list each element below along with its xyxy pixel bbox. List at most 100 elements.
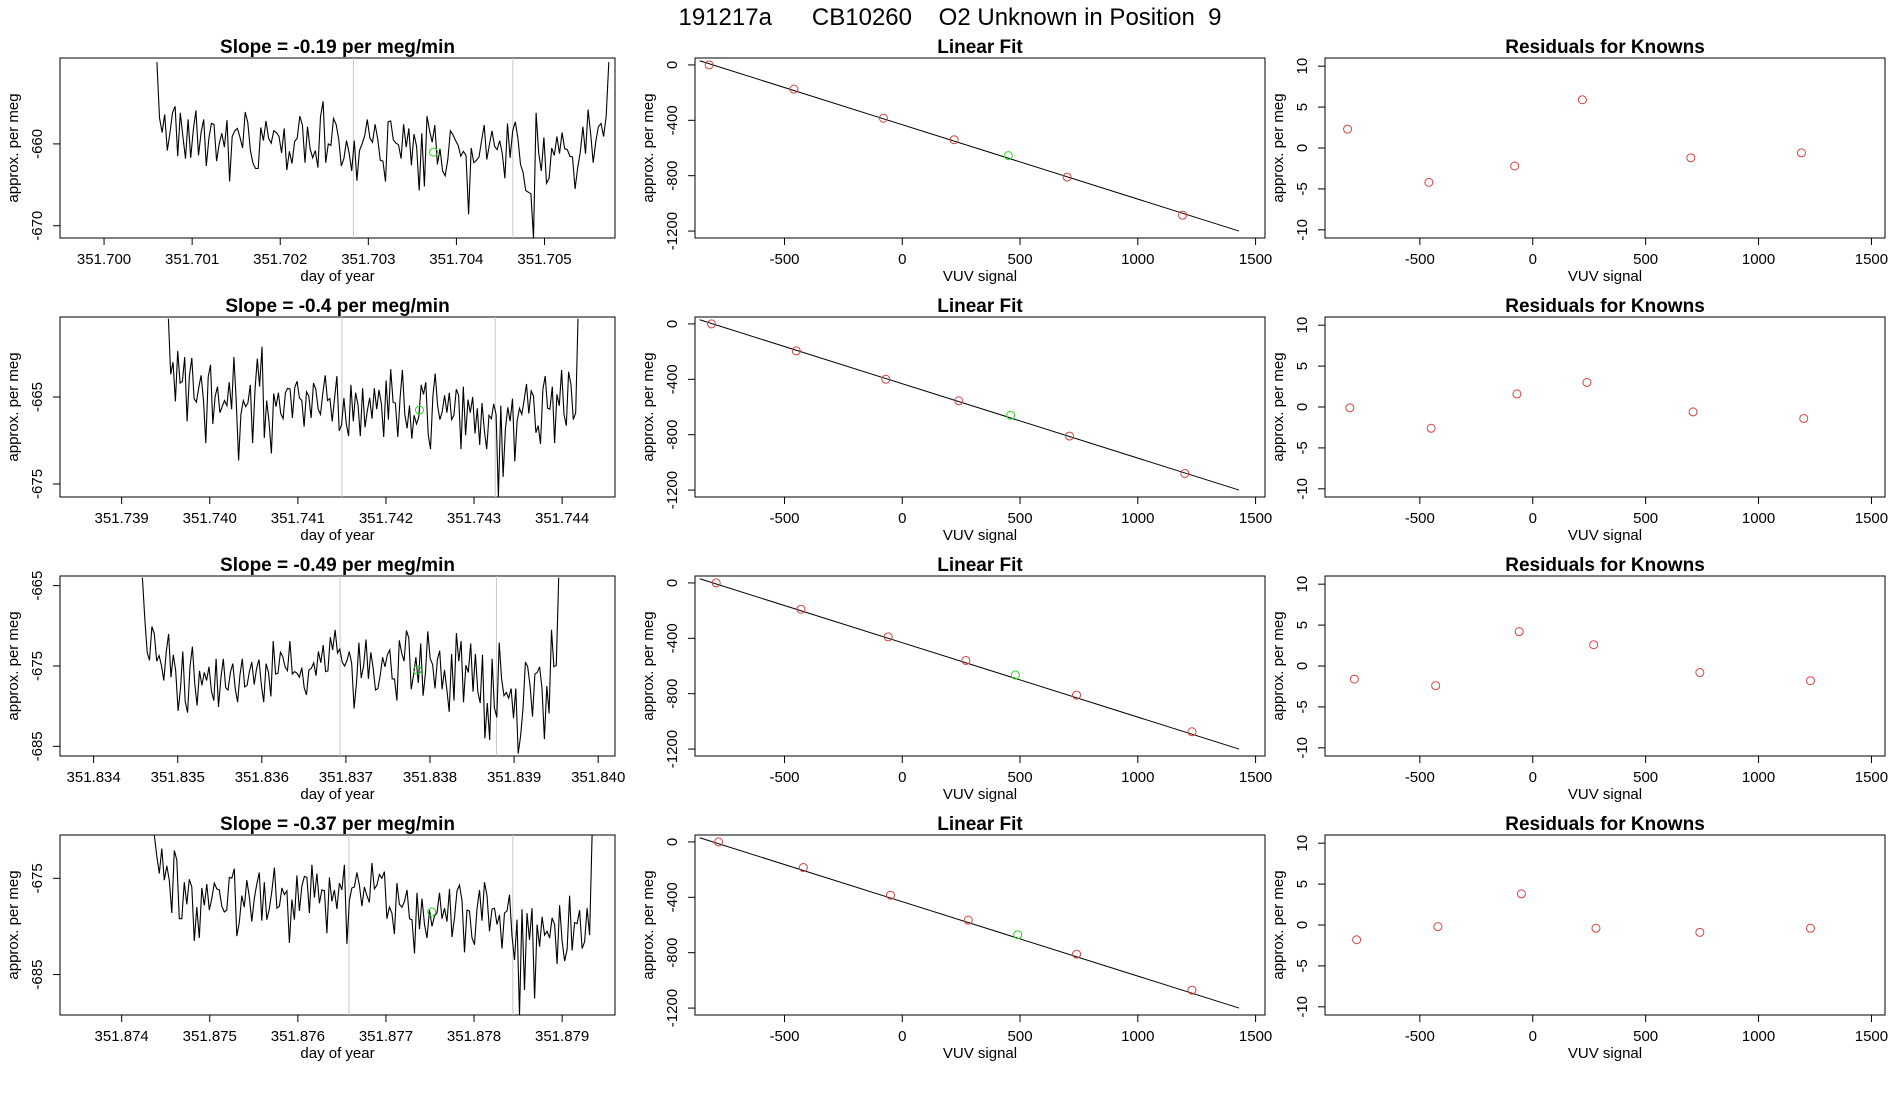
- x-tick-label: 351.744: [535, 510, 589, 527]
- known-point: [1187, 727, 1197, 737]
- x-axis: -500 0 500 1000 1500: [1405, 238, 1888, 268]
- x-tick-label: 500: [1008, 510, 1033, 527]
- plot-area: [1343, 95, 1806, 187]
- plot-area: [699, 578, 1240, 750]
- x-tick-label: 351.836: [235, 769, 289, 786]
- residual-point: [1577, 95, 1587, 105]
- y-tick-label: 0: [664, 61, 681, 69]
- residual-point: [1796, 148, 1806, 158]
- y-tick-label: 10: [1294, 835, 1311, 852]
- y-tick-label: 10: [1294, 576, 1311, 593]
- unknown-point: [1006, 410, 1016, 420]
- plot-area: [141, 576, 560, 756]
- x-axis: -500 0 500 1000 1500: [1405, 497, 1888, 527]
- x-tick-label: 1500: [1855, 769, 1888, 786]
- y-tick-label: -400: [664, 105, 681, 135]
- y-axis: 10 5 0 -5 -10: [1294, 317, 1325, 500]
- y-axis: -670 -660: [29, 129, 60, 241]
- y-tick-label: -675: [29, 863, 46, 893]
- known-point: [1065, 431, 1075, 441]
- y-tick-label: -800: [664, 679, 681, 709]
- y-tick-label: -800: [664, 420, 681, 450]
- x-axis-label: VUV signal: [943, 1045, 1017, 1062]
- y-tick-label: -1200: [664, 989, 681, 1027]
- y-tick-label: -1200: [664, 730, 681, 768]
- x-tick-label: 0: [898, 1028, 906, 1045]
- x-tick-label: 351.876: [271, 1028, 325, 1045]
- fit-line: [699, 60, 1240, 232]
- y-tick-label: -400: [664, 364, 681, 394]
- x-tick-label: 0: [898, 510, 906, 527]
- x-tick-label: 0: [1529, 510, 1537, 527]
- x-tick-label: -500: [1405, 251, 1435, 268]
- chart-panel-9: Residuals for Knowns -500 0 500 1000 1500 VUV …: [1270, 555, 1888, 803]
- known-point: [714, 837, 724, 847]
- residual-point: [1345, 403, 1355, 413]
- y-tick-label: -5: [1294, 182, 1311, 195]
- y-tick-label: 0: [1294, 662, 1311, 670]
- x-tick-label: 351.741: [271, 510, 325, 527]
- y-tick-label: -10: [1294, 219, 1311, 241]
- x-tick-label: 1000: [1742, 510, 1775, 527]
- chart-panel-6: Residuals for Knowns -500 0 500 1000 1500 VUV …: [1270, 296, 1888, 544]
- known-point: [949, 135, 959, 145]
- residual-point: [1686, 153, 1696, 163]
- plot-area: [1345, 377, 1809, 433]
- y-tick-label: -665: [29, 571, 46, 601]
- y-axis-label: approx. per meg: [640, 870, 657, 979]
- x-axis: 351.700 351.701 351.702 351.703 351.704 351.7…: [77, 238, 572, 268]
- plot-frame: [59, 575, 616, 757]
- y-axis-label: approx. per meg: [640, 352, 657, 461]
- plot-area: [153, 835, 593, 1015]
- y-axis: 0 -400 -800 -1200: [664, 838, 695, 1027]
- y-tick-label: 0: [664, 838, 681, 846]
- chart-panel-5: Linear Fit -500 0 500 1000 1500 VUV signal 0 -40…: [640, 296, 1272, 544]
- known-point: [789, 84, 799, 94]
- x-tick-label: 1500: [1855, 510, 1888, 527]
- residual-point: [1349, 674, 1359, 684]
- x-axis-label: VUV signal: [943, 527, 1017, 544]
- x-axis: -500 0 500 1000 1500: [769, 756, 1272, 786]
- known-point: [883, 632, 893, 642]
- fit-line: [699, 319, 1240, 491]
- x-tick-label: -500: [1405, 1028, 1435, 1045]
- unknown-mean-point: [429, 147, 439, 157]
- x-tick-label: 500: [1008, 1028, 1033, 1045]
- x-tick-label: 351.877: [359, 1028, 413, 1045]
- y-tick-label: 5: [1294, 621, 1311, 629]
- panel-title: Linear Fit: [937, 555, 1023, 576]
- y-tick-label: 10: [1294, 58, 1311, 75]
- known-point: [791, 346, 801, 356]
- x-tick-label: 0: [1529, 1028, 1537, 1045]
- residual-point: [1426, 423, 1436, 433]
- unknown-mean-point: [427, 907, 437, 917]
- x-axis-label: VUV signal: [1568, 527, 1642, 544]
- chart-panel-11: Linear Fit -500 0 500 1000 1500 VUV signal 0 -40…: [640, 814, 1272, 1062]
- plot-frame: [1324, 57, 1886, 239]
- x-tick-label: 351.837: [319, 769, 373, 786]
- x-tick-label: 0: [1529, 251, 1537, 268]
- y-tick-label: -660: [29, 129, 46, 159]
- y-axis-label: approx. per meg: [640, 611, 657, 720]
- residual-point: [1582, 377, 1592, 387]
- y-tick-label: -665: [29, 382, 46, 412]
- y-axis-label: approx. per meg: [5, 352, 22, 461]
- y-tick-label: -685: [29, 960, 46, 990]
- x-tick-label: 1000: [1742, 769, 1775, 786]
- y-axis: -675 -685: [29, 863, 60, 990]
- y-tick-label: 5: [1294, 103, 1311, 111]
- y-tick-label: 0: [1294, 144, 1311, 152]
- residual-point: [1343, 124, 1353, 134]
- plot-frame: [59, 57, 616, 239]
- x-tick-label: 351.875: [183, 1028, 237, 1045]
- panel-title: Linear Fit: [937, 814, 1023, 835]
- y-axis: 10 5 0 -5 -10: [1294, 835, 1325, 1018]
- y-tick-label: -675: [29, 651, 46, 681]
- x-axis: -500 0 500 1000 1500: [769, 497, 1272, 527]
- plot-frame: [1324, 575, 1886, 757]
- panel-title: Residuals for Knowns: [1505, 296, 1705, 317]
- y-tick-label: -10: [1294, 737, 1311, 759]
- y-tick-label: 10: [1294, 317, 1311, 334]
